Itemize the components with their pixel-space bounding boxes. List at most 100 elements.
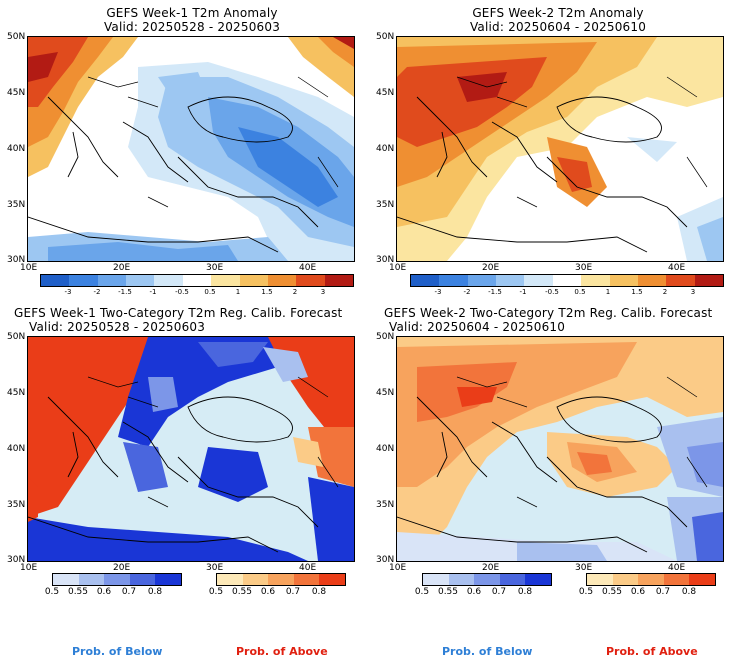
panel1-lat-35: 35N	[7, 200, 26, 210]
panel3-prob-above-label: Prob. of Above	[236, 645, 328, 658]
panel4-above-tick: 0.6	[630, 587, 646, 597]
panel4-below-tick: 0.8	[517, 587, 533, 597]
panel2-lon-10: 10E	[389, 263, 407, 273]
panel4-lat-40: 40N	[376, 444, 395, 454]
panel4-lon-20: 20E	[482, 563, 500, 573]
panel3-above-tick: 0.7	[285, 587, 301, 597]
panel4-below-tick: 0.55	[437, 587, 459, 597]
panel3-lon-30: 30E	[206, 563, 224, 573]
panel2-cbar-tick: 0.5	[574, 288, 586, 296]
panel2-colorbar	[410, 274, 724, 287]
panel4-above-tick: 0.8	[681, 587, 697, 597]
panel4-lat-30: 30N	[376, 555, 395, 565]
panel2-cbar-tick: -1.5	[488, 288, 502, 296]
panel2-lon-40: 40E	[668, 263, 686, 273]
panel4-above-colorbar	[586, 573, 716, 586]
panel2-title: GEFS Week-2 T2m Anomaly Valid: 20250604 …	[396, 6, 720, 34]
panel4-below-colorbar	[422, 573, 552, 586]
panel2-lon-20: 20E	[482, 263, 500, 273]
panel3-above-tick: 0.8	[311, 587, 327, 597]
panel4-prob-below-label: Prob. of Below	[442, 645, 533, 658]
panel1-cbar-tick: 0.5	[204, 288, 216, 296]
panel3-title-line2: Valid: 20250528 - 20250603	[29, 320, 206, 334]
panel1-cbar-tick: 2	[292, 288, 298, 296]
panel2-title-line1: GEFS Week-2 T2m Anomaly	[472, 6, 644, 20]
panel2-lat-45: 45N	[376, 88, 395, 98]
panel2-cbar-tick: 1	[605, 288, 611, 296]
panel4-lon-40: 40E	[668, 563, 686, 573]
panel3-above-colorbar	[216, 573, 346, 586]
panel1-cbar-tick: -2	[93, 288, 101, 296]
panel4-title: GEFS Week-2 Two-Category T2m Reg. Calib.…	[384, 306, 736, 334]
panel1-lon-40: 40E	[299, 263, 317, 273]
panel1-colorbar	[40, 274, 354, 287]
panel1-title: GEFS Week-1 T2m Anomaly Valid: 20250528 …	[30, 6, 354, 34]
panel2-cbar-tick: -1	[519, 288, 527, 296]
panel2-cbar-tick: 3	[690, 288, 696, 296]
panel4-below-tick: 0.6	[466, 587, 482, 597]
panel2-lat-50: 50N	[376, 32, 395, 42]
panel3-below-tick: 0.8	[147, 587, 163, 597]
panel1-cbar-tick: -1.5	[118, 288, 132, 296]
panel2-lat-30: 30N	[376, 255, 395, 265]
panel3-below-colorbar	[52, 573, 182, 586]
panel3-lat-45: 45N	[7, 388, 26, 398]
panel1-cbar-tick: 1	[235, 288, 241, 296]
panel1-cbar-tick: -3	[64, 288, 72, 296]
panel2-map	[396, 36, 724, 262]
panel2-lat-40: 40N	[376, 144, 395, 154]
panel2-cbar-tick: 1.5	[631, 288, 643, 296]
panel1-lon-30: 30E	[206, 263, 224, 273]
panel2-cbar-tick: -2	[463, 288, 471, 296]
panel2-cbar-tick: -0.5	[545, 288, 559, 296]
panel4-map	[396, 336, 724, 562]
panel4-lat-50: 50N	[376, 332, 395, 342]
panel3-above-tick: 0.5	[208, 587, 224, 597]
panel3-above-tick: 0.55	[231, 587, 253, 597]
panel1-title-line2: Valid: 20250528 - 20250603	[103, 20, 281, 34]
panel1-lat-45: 45N	[7, 88, 26, 98]
panel2-cbar-tick: -3	[434, 288, 442, 296]
panel1-cbar-tick: -1	[149, 288, 157, 296]
panel1-lat-40: 40N	[7, 144, 26, 154]
panel1-lat-30: 30N	[7, 255, 26, 265]
panel1-title-line1: GEFS Week-1 T2m Anomaly	[106, 6, 278, 20]
panel4-lat-35: 35N	[376, 500, 395, 510]
panel3-lon-40: 40E	[299, 563, 317, 573]
panel3-lat-30: 30N	[7, 555, 26, 565]
panel4-lat-45: 45N	[376, 388, 395, 398]
panel4-below-tick: 0.5	[414, 587, 430, 597]
panel4-lon-30: 30E	[575, 563, 593, 573]
panel3-below-tick: 0.6	[96, 587, 112, 597]
panel1-map	[27, 36, 355, 262]
panel4-lon-10: 10E	[389, 563, 407, 573]
panel2-lat-35: 35N	[376, 200, 395, 210]
panel4-above-tick: 0.55	[601, 587, 623, 597]
panel3-below-tick: 0.7	[121, 587, 137, 597]
panel1-cbar-tick: -0.5	[175, 288, 189, 296]
panel3-lat-50: 50N	[7, 332, 26, 342]
panel3-below-tick: 0.5	[44, 587, 60, 597]
panel4-title-line1: GEFS Week-2 Two-Category T2m Reg. Calib.…	[384, 306, 713, 320]
panel4-title-line2: Valid: 20250604 - 20250610	[389, 320, 566, 334]
panel3-lat-35: 35N	[7, 500, 26, 510]
panel1-lon-10: 10E	[20, 263, 38, 273]
panel4-below-tick: 0.7	[491, 587, 507, 597]
panel4-prob-above-label: Prob. of Above	[606, 645, 698, 658]
panel3-lon-20: 20E	[113, 563, 131, 573]
panel2-lon-30: 30E	[575, 263, 593, 273]
panel3-title: GEFS Week-1 Two-Category T2m Reg. Calib.…	[14, 306, 366, 334]
panel3-map	[27, 336, 355, 562]
panel1-cbar-tick: 1.5	[261, 288, 273, 296]
panel4-above-tick: 0.7	[655, 587, 671, 597]
panel3-lon-10: 10E	[20, 563, 38, 573]
panel1-cbar-tick: 3	[320, 288, 326, 296]
panel3-below-tick: 0.55	[67, 587, 89, 597]
panel3-title-line1: GEFS Week-1 Two-Category T2m Reg. Calib.…	[14, 306, 343, 320]
panel1-lat-50: 50N	[7, 32, 26, 42]
panel2-cbar-tick: 2	[662, 288, 668, 296]
panel3-above-tick: 0.6	[260, 587, 276, 597]
panel3-prob-below-label: Prob. of Below	[72, 645, 163, 658]
panel1-lon-20: 20E	[113, 263, 131, 273]
panel3-lat-40: 40N	[7, 444, 26, 454]
